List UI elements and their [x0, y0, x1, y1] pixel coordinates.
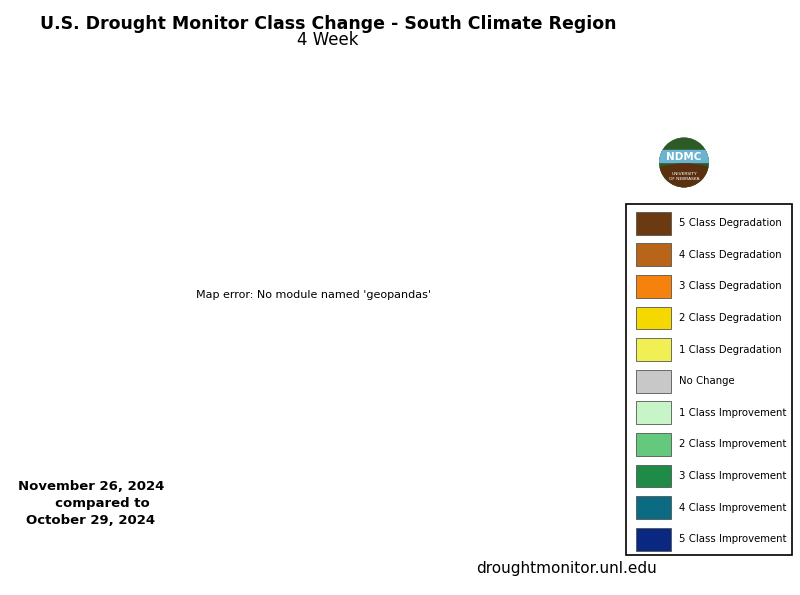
Bar — [635, 243, 670, 266]
Polygon shape — [652, 130, 716, 195]
Text: No Change: No Change — [679, 376, 734, 386]
Polygon shape — [659, 137, 709, 187]
Bar — [635, 306, 670, 330]
Text: 3 Class Improvement: 3 Class Improvement — [679, 471, 786, 481]
Text: 3 Class Degradation: 3 Class Degradation — [679, 281, 782, 292]
Text: 2 Class Degradation: 2 Class Degradation — [679, 313, 782, 323]
Text: 1 Class Degradation: 1 Class Degradation — [679, 345, 782, 355]
Text: 5 Class Degradation: 5 Class Degradation — [679, 218, 782, 228]
Polygon shape — [657, 135, 711, 190]
Text: 4 Class Improvement: 4 Class Improvement — [679, 503, 786, 513]
Bar — [635, 528, 670, 550]
Text: U.S. Drought Monitor Class Change - South Climate Region: U.S. Drought Monitor Class Change - Sout… — [40, 15, 616, 33]
Text: November 26, 2024
     compared to
October 29, 2024: November 26, 2024 compared to October 29… — [18, 480, 164, 527]
Text: 4 Week: 4 Week — [298, 31, 358, 49]
Bar — [635, 465, 670, 487]
Text: 5 Class Improvement: 5 Class Improvement — [679, 534, 786, 544]
Text: 2 Class Improvement: 2 Class Improvement — [679, 440, 786, 449]
Bar — [635, 402, 670, 424]
Text: 1 Class Improvement: 1 Class Improvement — [679, 408, 786, 418]
Text: UNIVERSITY
OF NEBRASKA: UNIVERSITY OF NEBRASKA — [669, 173, 699, 181]
Bar — [635, 212, 670, 234]
Polygon shape — [659, 150, 709, 162]
Bar — [635, 433, 670, 456]
Text: droughtmonitor.unl.edu: droughtmonitor.unl.edu — [476, 561, 657, 576]
Text: NDMC: NDMC — [666, 152, 702, 162]
Text: 4 Class Degradation: 4 Class Degradation — [679, 250, 782, 260]
Text: Map error: No module named 'geopandas': Map error: No module named 'geopandas' — [197, 290, 431, 299]
Bar — [635, 496, 670, 519]
Bar — [635, 338, 670, 361]
Bar — [635, 275, 670, 298]
Bar — [635, 370, 670, 393]
